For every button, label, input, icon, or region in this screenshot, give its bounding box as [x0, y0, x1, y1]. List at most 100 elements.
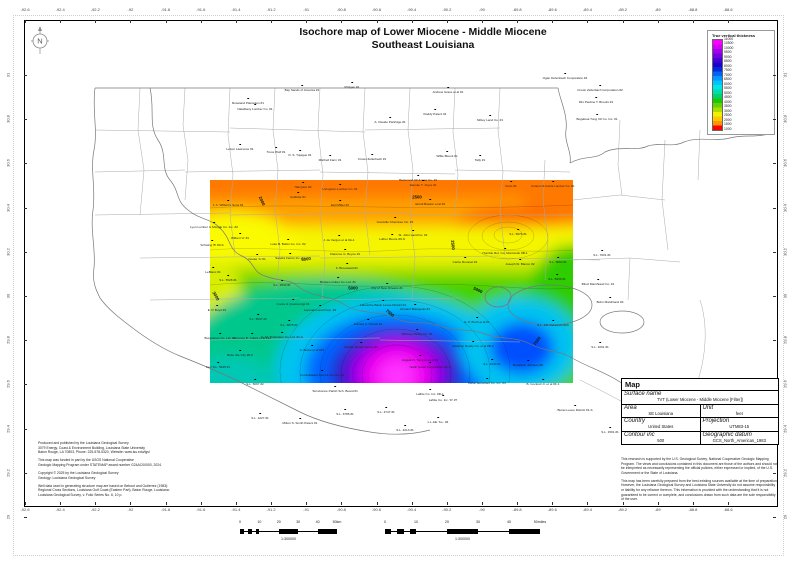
well-symbol [609, 296, 611, 299]
lon-tick-bottom [130, 502, 132, 505]
legend-value: 7500 [724, 68, 732, 72]
well-symbol [552, 180, 554, 183]
well-symbol [299, 417, 301, 420]
lon-label-bottom: -89.6 [547, 507, 557, 512]
well-symbol [254, 378, 256, 381]
well-symbol [442, 394, 444, 397]
legend-value: 3500 [724, 104, 732, 108]
well-symbol [311, 344, 313, 347]
lon-tick-top [306, 20, 307, 23]
lat-label-right: 30.8 [782, 115, 788, 124]
lat-label-left: 29.4 [5, 424, 11, 433]
scalebar-number: 40 [507, 520, 511, 524]
lon-label-top: -91.6 [196, 7, 206, 12]
lon-tick-bottom [235, 502, 237, 505]
lat-tick-left [24, 75, 27, 76]
well-symbol [219, 332, 221, 335]
legend-value: 2000 [724, 117, 732, 122]
well-symbol [517, 228, 519, 231]
lat-label-left: 30.2 [5, 247, 11, 256]
well-label: S.L. 5528 #1 [219, 278, 237, 282]
well-symbol [281, 279, 283, 282]
well-symbol [479, 154, 481, 157]
well-symbol [382, 299, 384, 302]
lat-tick-left [24, 384, 27, 385]
lon-tick-bottom [657, 502, 659, 505]
lon-tick-top [728, 20, 729, 23]
lon-tick-top [517, 20, 518, 23]
well-symbol [213, 221, 215, 224]
lat-tick-left [24, 163, 27, 164]
lon-tick-bottom [341, 502, 342, 505]
lon-label-bottom: -92.2 [90, 507, 100, 512]
scalebar-number: 20 [445, 520, 449, 524]
scalebar-number: 0 [384, 520, 386, 524]
well-symbol [429, 388, 431, 391]
well-label: Cooke & Quatrevingt #1 [276, 302, 310, 306]
lon-tick-top [60, 20, 61, 23]
map-info-table: Map Surface name TVT (Lower Miocene - Mi… [621, 378, 779, 445]
page-title: Isochore map of Lower Miocene - Middle M… [299, 26, 546, 51]
lon-label-bottom: -90.2 [442, 507, 452, 512]
well-symbol [595, 96, 597, 99]
well-label: Buras Levee District #1-S [557, 408, 593, 412]
credits-publisher: Produced and published by the Louisiana … [38, 441, 150, 455]
scalebar-number: 50km [332, 520, 342, 524]
lon-tick-top [130, 20, 132, 23]
lat-label-right: 29.4 [782, 424, 788, 433]
lat-tick-right [773, 251, 776, 253]
legend-value: 1500 [724, 122, 732, 126]
lat-label-left: 29.8 [5, 336, 11, 345]
well-symbol [339, 199, 341, 202]
legend-value: 9000 [724, 54, 732, 59]
well-symbol [519, 258, 521, 261]
lon-tick-bottom [306, 502, 307, 505]
well-label: LeBlanc #1 [205, 270, 221, 274]
lon-tick-bottom [95, 502, 96, 505]
well-symbol [339, 183, 341, 186]
scalebar-number: 30 [476, 520, 480, 524]
legend-value: 5500 [724, 86, 732, 90]
scalebar-segment [385, 529, 392, 534]
well-symbol [476, 316, 478, 319]
lon-label-bottom: -92 [127, 507, 134, 512]
well-label: Leponds Land Corp. #2 [303, 308, 337, 312]
well-symbol [329, 154, 331, 157]
lon-tick-bottom [200, 502, 202, 505]
well-label: Folsom & Farris Lumber Co. #1 [531, 184, 575, 188]
well-label: S.L. 5860 #1 [549, 260, 567, 264]
lat-label-right: 31 [782, 72, 788, 78]
lon-tick-bottom [165, 502, 167, 505]
well-symbol [275, 146, 277, 149]
well-label: Milton S. Smith Patent #1 [282, 421, 318, 425]
well-label: S.L. 5097 #2 [246, 382, 264, 386]
well-label: Crown Zellerbach #1 [357, 157, 387, 161]
lon-label-bottom: -90.4 [407, 507, 417, 512]
well-label: Curis #1 [505, 184, 517, 188]
well-symbol [489, 114, 491, 117]
lon-label-top: -90.8 [336, 7, 346, 12]
well-symbol [360, 341, 362, 344]
well-label: Jarrell Bratton et al #1 [414, 202, 446, 206]
legend-value: 8000 [724, 63, 732, 68]
lon-tick-bottom [622, 502, 624, 505]
lon-tick-bottom [25, 502, 26, 505]
scalebar-number: 40 [315, 520, 320, 524]
legend-value: 5000 [724, 90, 732, 95]
north-arrow-icon: N [31, 26, 49, 54]
well-label: Biloxi Marshland Co. #1 [581, 282, 615, 286]
lon-tick-top [95, 20, 96, 23]
lon-tick-bottom [446, 502, 448, 505]
scalebar-ratio: 1:300000 [281, 537, 296, 541]
parish-boundaries [94, 87, 706, 413]
well-symbol [281, 331, 283, 334]
credits-sources: Well data used in generating structure m… [38, 483, 170, 497]
lon-label-top: -91.2 [266, 7, 276, 12]
scalebar-number: 10 [414, 520, 418, 524]
well-label: Granville Cherokee Inc. #1 [376, 220, 414, 224]
well-label: Bowie Lumber Co. Ltd. #1 [320, 280, 356, 284]
lat-label-left: 31 [5, 72, 11, 78]
well-symbol [417, 174, 419, 177]
well-symbol [510, 180, 512, 183]
